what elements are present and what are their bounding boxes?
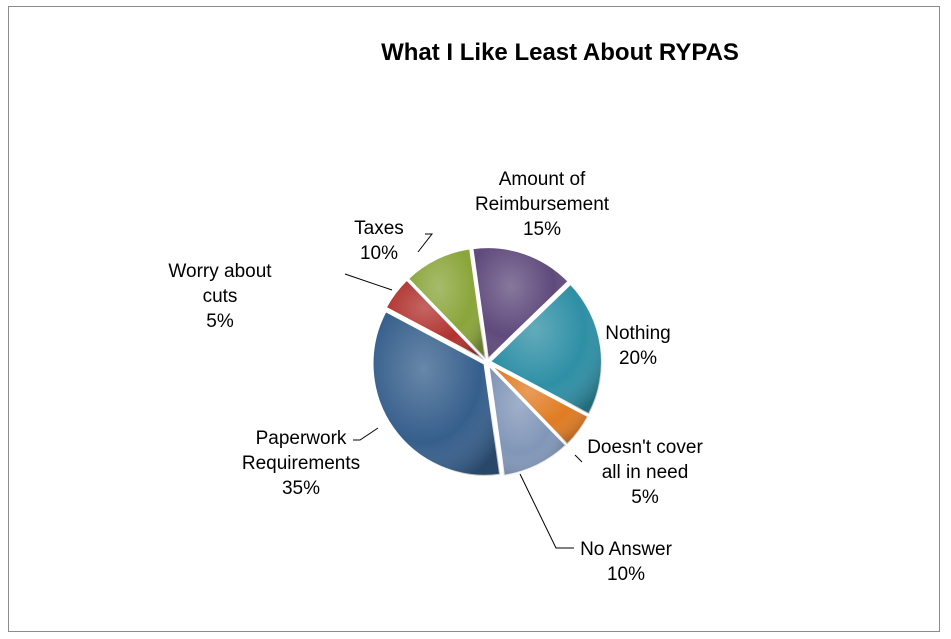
slice-label-line: Doesn't cover — [587, 437, 703, 458]
pie-slice-shade-1 — [489, 283, 602, 415]
pie-slice-shade-5 — [385, 279, 485, 361]
leader-line-5 — [344, 273, 393, 291]
slice-label-line: all in need — [602, 462, 689, 483]
slice-percent: 15% — [523, 219, 561, 240]
slice-label-line: No Answer — [580, 539, 673, 560]
leader-line-2 — [574, 454, 583, 463]
chart-title: What I Like Least About RYPAS — [381, 39, 739, 66]
slice-label-6: Taxes 10% — [354, 218, 404, 264]
slice-label-line: Paperwork — [256, 428, 347, 449]
slice-label-line: Reimbursement — [475, 194, 610, 215]
pie-slice-shade-2 — [489, 363, 589, 445]
leaders-layer — [344, 233, 583, 549]
slice-label-line: Amount of — [499, 169, 586, 190]
slice-percent: 5% — [631, 487, 659, 508]
pie-slice-shade-4 — [372, 311, 501, 476]
labels-layer: Amount of Reimbursement 15% Nothing 20% Doesn… — [168, 169, 703, 585]
pie-slice-shade-0 — [472, 247, 569, 360]
slice-percent: 10% — [607, 564, 645, 585]
leader-line-6 — [417, 233, 434, 253]
slice-percent: 10% — [360, 243, 398, 264]
slice-label-line: Requirements — [242, 453, 360, 474]
slice-label-line: Worry about — [168, 261, 272, 282]
slice-label-5: Worry about cuts 5% — [168, 261, 272, 332]
slice-label-line: Taxes — [354, 218, 404, 239]
leader-line-3 — [519, 473, 574, 549]
pie-slice-shade-3 — [488, 364, 567, 476]
slice-label-3: No Answer 10% — [580, 539, 673, 585]
slice-percent: 20% — [619, 348, 657, 369]
slice-label-line: cuts — [203, 286, 238, 307]
slice-label-1: Nothing 20% — [605, 323, 671, 369]
slice-percent: 35% — [282, 478, 320, 499]
pie-slice-shade-6 — [407, 248, 486, 360]
slice-label-line: Nothing — [605, 323, 671, 344]
slice-percent: 5% — [206, 311, 234, 332]
leader-line-4 — [353, 427, 379, 441]
slice-label-0: Amount of Reimbursement 15% — [475, 169, 610, 240]
slices-layer — [371, 246, 603, 477]
slice-label-2: Doesn't cover all in need 5% — [587, 437, 703, 508]
slice-label-4: Paperwork Requirements 35% — [242, 428, 360, 499]
